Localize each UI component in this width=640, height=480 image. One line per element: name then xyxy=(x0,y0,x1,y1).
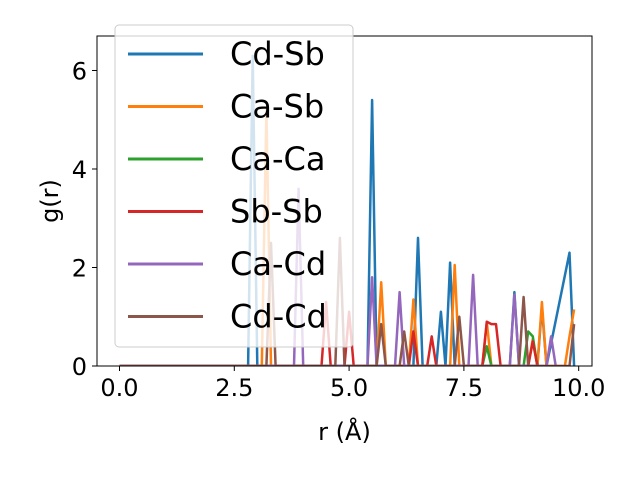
series-line-2 xyxy=(119,108,576,366)
y-tick-label: 0 xyxy=(72,353,87,381)
x-tick-label: 10.0 xyxy=(552,374,605,402)
legend: Cd-Sb Ca-Sb Ca-Ca Sb-Sb Ca-Cd Cd-Cd xyxy=(114,24,354,348)
x-tick-label: 5.0 xyxy=(330,374,368,402)
legend-label: Ca-Sb xyxy=(230,88,324,126)
x-tick-label: 2.5 xyxy=(215,374,253,402)
series-layer xyxy=(119,54,576,366)
legend-label: Cd-Cd xyxy=(230,298,327,336)
y-axis-label: g(r) xyxy=(36,179,64,223)
series-line-6 xyxy=(119,236,576,366)
y-axis: 0 2 4 6 xyxy=(72,57,97,381)
series-line-4 xyxy=(119,300,539,366)
legend-label: Sb-Sb xyxy=(230,193,323,231)
x-tick-label: 7.5 xyxy=(445,374,483,402)
y-tick-label: 6 xyxy=(72,57,87,85)
x-axis: 0.0 2.5 5.0 7.5 10.0 xyxy=(100,366,605,402)
x-tick-label: 0.0 xyxy=(100,374,138,402)
legend-label: Cd-Sb xyxy=(230,35,325,73)
legend-label: Ca-Ca xyxy=(230,140,325,178)
legend-label: Ca-Cd xyxy=(230,245,326,283)
x-axis-label: r (Å) xyxy=(318,417,371,446)
y-tick-label: 4 xyxy=(72,156,87,184)
y-tick-label: 2 xyxy=(72,254,87,282)
